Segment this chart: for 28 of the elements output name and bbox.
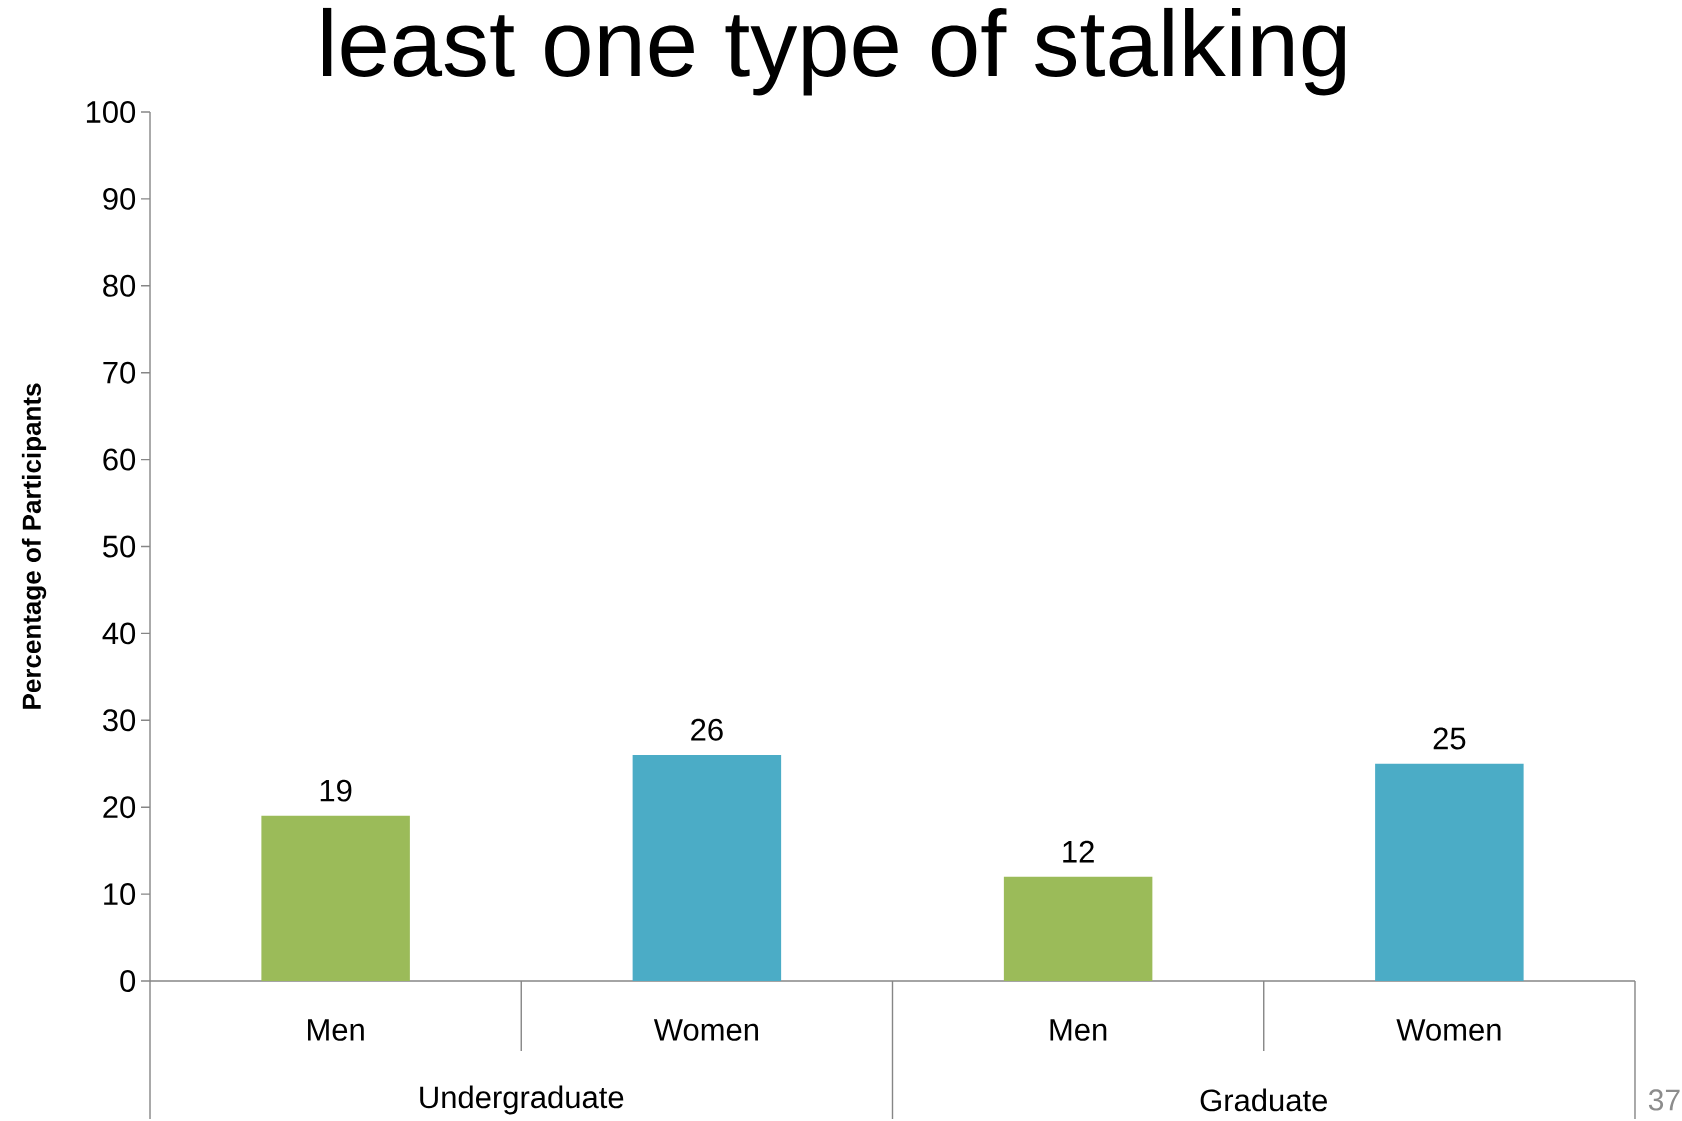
y-tick-label: 60 <box>103 448 136 471</box>
series-label: Men <box>308 1019 364 1041</box>
text: 37 <box>1648 1089 1680 1111</box>
text: Women <box>1396 1019 1501 1041</box>
y-tick-label: 70 <box>103 361 136 384</box>
bar <box>261 815 410 981</box>
bar <box>1003 876 1153 981</box>
y-tick-label: 50 <box>103 535 136 558</box>
x-tick-label: Undergraduate <box>420 1085 624 1115</box>
y-axis-title: Percentage of Participants <box>21 383 47 709</box>
text: Men <box>1050 1019 1107 1041</box>
y-tick-label: 30 <box>102 709 136 732</box>
data-label: 12 <box>1063 840 1094 863</box>
y-tick-label: 40 <box>102 622 136 645</box>
series-label: Women <box>653 1019 758 1041</box>
y-tick-label: 90 <box>103 187 136 210</box>
data-label: 25 <box>1433 727 1466 750</box>
y-tick-label: 80 <box>103 274 136 297</box>
chart-title: least one type of stalking <box>323 7 1346 96</box>
bar <box>632 755 782 981</box>
y-tick-label: 10 <box>104 883 136 906</box>
y-tick-label: 100 <box>86 101 136 123</box>
y-tick-label: 20 <box>103 796 136 819</box>
data-label: 26 <box>691 718 723 741</box>
y-tick-label: 0 <box>120 970 136 992</box>
bar <box>1375 763 1524 981</box>
data-label: 19 <box>320 779 352 802</box>
x-tick-label: Graduate <box>1200 1088 1327 1112</box>
